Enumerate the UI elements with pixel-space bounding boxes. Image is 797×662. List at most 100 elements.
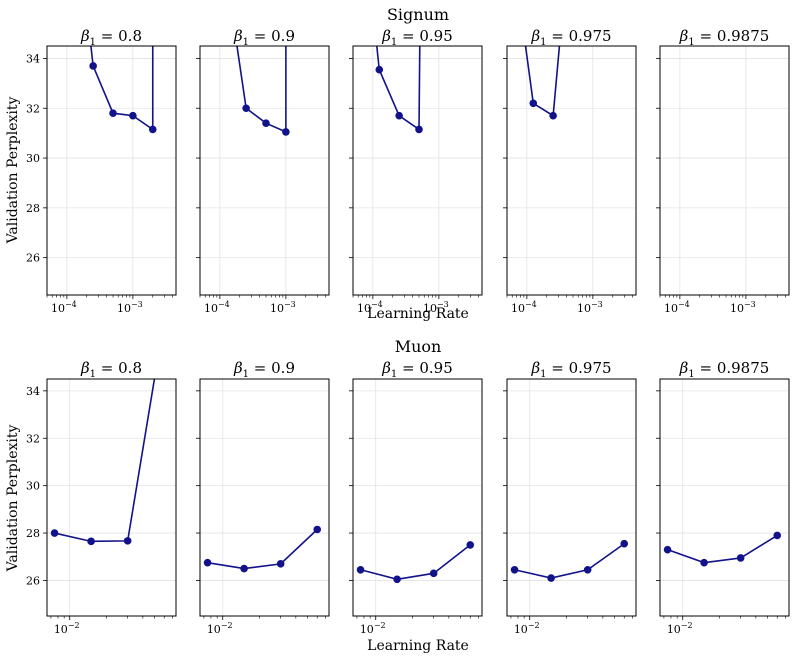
x-tick-base: 10	[54, 623, 68, 636]
data-point	[559, 5, 567, 13]
x-tick-label: 10−3	[730, 300, 756, 315]
beta-symbol: β	[381, 359, 391, 377]
chart-title: Signum	[387, 5, 449, 24]
x-tick-exponent: −2	[528, 621, 540, 630]
data-point	[160, 316, 168, 324]
panel-2: β1 = 0.9 10−2	[196, 359, 330, 636]
x-axis-label: Learning Rate	[367, 638, 469, 654]
series	[236, 5, 290, 136]
beta-subscript: 1	[90, 369, 96, 380]
series-line	[524, 46, 561, 118]
x-tick-base: 10	[667, 623, 681, 636]
beta-value: = 0.8	[96, 359, 142, 377]
x-tick-label: 10−2	[360, 621, 386, 636]
data-point	[466, 541, 475, 549]
beta-value: = 0.9875	[695, 359, 770, 377]
series-line	[54, 379, 156, 543]
data-point	[549, 111, 557, 120]
beta-subscript: 1	[540, 369, 546, 380]
y-tick-label: 28	[26, 202, 40, 215]
beta-value: = 0.9875	[695, 27, 770, 45]
x-tick-label: 10−4	[51, 300, 77, 315]
beta-value: = 0.95	[397, 359, 453, 377]
beta-subscript: 1	[391, 37, 397, 48]
y-tick-label: 32	[26, 432, 40, 445]
x-tick-exponent: −2	[374, 621, 386, 630]
x-tick-base: 10	[514, 623, 528, 636]
data-point	[89, 62, 97, 70]
data-point	[356, 565, 365, 574]
beta-subscript: 1	[688, 37, 694, 48]
x-tick-base: 10	[360, 623, 374, 636]
panel-2: β1 = 0.910−4 10−3	[196, 5, 330, 315]
x-tick-label: 10−3	[577, 300, 603, 315]
panel-title: β1 = 0.9	[233, 359, 295, 380]
panel-frame	[506, 45, 637, 296]
beta-value: = 0.975	[547, 359, 612, 377]
panel-title: β1 = 0.8	[80, 359, 142, 380]
data-point	[393, 575, 401, 584]
data-point	[700, 558, 708, 567]
beta-symbol: β	[80, 359, 90, 377]
series-line	[207, 528, 318, 570]
x-tick-label: 10−4	[511, 300, 537, 315]
data-point	[282, 5, 290, 13]
beta-subscript: 1	[540, 37, 546, 48]
chart-signum: Signum Learning Rate Validation Perplexity…	[5, 5, 790, 322]
beta-symbol: β	[530, 27, 540, 45]
data-point	[517, 5, 525, 13]
x-tick-exponent: −3	[284, 300, 296, 309]
data-point	[395, 111, 403, 120]
data-point	[123, 537, 132, 545]
y-tick-label: 34	[26, 52, 40, 65]
data-point	[663, 545, 672, 554]
panel-frame	[506, 378, 637, 617]
y-tick-label: 34	[26, 385, 40, 398]
x-axis-label: Learning Rate	[367, 306, 469, 322]
series	[50, 316, 168, 546]
panel-1: β1 = 0.8 10−2 26 28 30 32 34	[26, 316, 177, 636]
panel-frame	[659, 45, 790, 296]
beta-value: = 0.95	[397, 27, 453, 45]
beta-value: = 0.9	[249, 359, 295, 377]
x-tick-label: 10−2	[207, 621, 233, 636]
beta-subscript: 1	[688, 369, 694, 380]
data-point	[148, 125, 157, 134]
panel-frame	[352, 378, 483, 617]
panel-frame	[199, 378, 330, 617]
beta-subscript: 1	[391, 369, 397, 380]
beta-symbol: β	[679, 359, 689, 377]
x-tick-exponent: −2	[221, 621, 233, 630]
panel-title: β1 = 0.8	[80, 27, 142, 48]
data-point	[620, 539, 629, 548]
x-tick-label: 10−3	[270, 300, 296, 315]
series-line	[667, 534, 778, 564]
x-tick-label: 10−4	[204, 300, 230, 315]
series	[517, 5, 567, 120]
x-tick-exponent: −4	[65, 300, 77, 309]
panel-frame	[199, 45, 330, 296]
beta-symbol: β	[381, 27, 391, 45]
data-point	[109, 109, 117, 118]
y-tick-label: 26	[26, 574, 40, 587]
x-tick-exponent: −3	[744, 300, 756, 309]
data-point	[149, 5, 157, 13]
x-tick-base: 10	[357, 302, 371, 315]
panel-frame	[46, 378, 177, 617]
series	[375, 46, 423, 134]
x-tick-base: 10	[511, 302, 525, 315]
beta-symbol: β	[233, 27, 243, 45]
x-tick-exponent: −3	[591, 300, 603, 309]
x-tick-base: 10	[270, 302, 284, 315]
x-tick-base: 10	[207, 623, 221, 636]
data-point	[203, 558, 212, 567]
y-tick-label: 30	[26, 152, 40, 165]
x-tick-base: 10	[664, 302, 678, 315]
panel-frame	[46, 45, 177, 296]
x-tick-label: 10−2	[667, 621, 693, 636]
data-point	[129, 111, 137, 120]
data-point	[276, 560, 285, 568]
beta-subscript: 1	[243, 37, 249, 48]
